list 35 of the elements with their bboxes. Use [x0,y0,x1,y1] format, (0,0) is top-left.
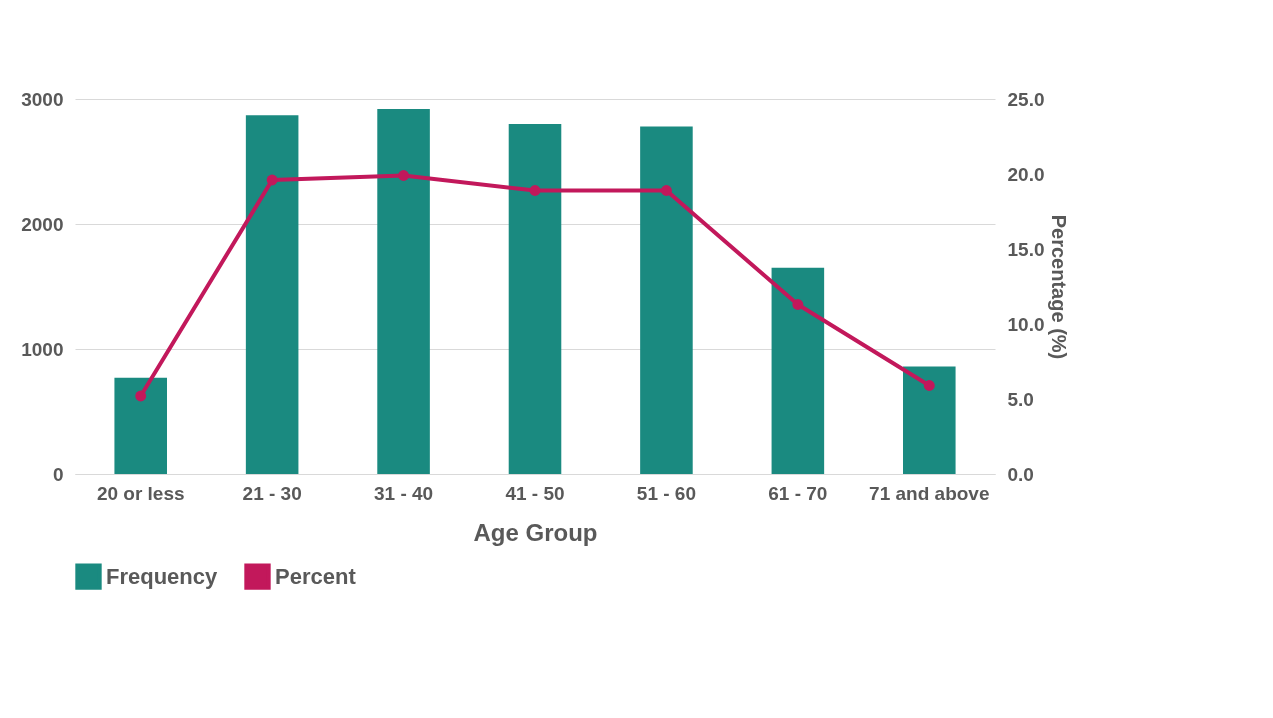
y2-axis-title: Percentage (%) [1048,214,1071,360]
x-tick-label: 21 - 30 [242,482,302,504]
bar [640,126,693,474]
x-tick-label: 41 - 50 [505,482,565,504]
point [923,380,935,391]
y-tick-label: 0 [52,463,64,485]
y-tick-label: 3000 [21,88,64,110]
point [398,170,410,181]
legend-label: Frequency [106,563,219,589]
bar [245,115,299,474]
bar [377,109,430,474]
y2-tick-label: 15.0 [1007,238,1045,260]
y2-tick-label: 5.0 [1007,388,1034,410]
y2-tick-label: 10.0 [1007,313,1045,335]
point [529,185,541,196]
legend-label: Percent [275,563,357,589]
y2-tick-label: 25.0 [1007,88,1045,110]
y2-tick-label: 0.0 [1007,463,1034,485]
x-tick-label: 51 - 60 [636,482,697,504]
bar [903,366,956,474]
x-tick-label: 31 - 40 [373,482,434,504]
y-tick-label: 1000 [21,338,64,360]
point [266,174,278,186]
point [792,299,804,310]
point [135,390,147,402]
y2-tick-label: 20.0 [1007,163,1045,185]
bar [114,377,167,474]
point [660,185,672,196]
bar [508,124,562,474]
x-tick-label: 61 - 70 [768,482,828,504]
x-tick-label: 20 or less [96,482,185,504]
y-tick-label: 2000 [21,213,64,235]
bar [771,267,825,474]
x-axis-title: Age Group [473,518,598,546]
x-tick-label: 71 and above [869,482,990,504]
